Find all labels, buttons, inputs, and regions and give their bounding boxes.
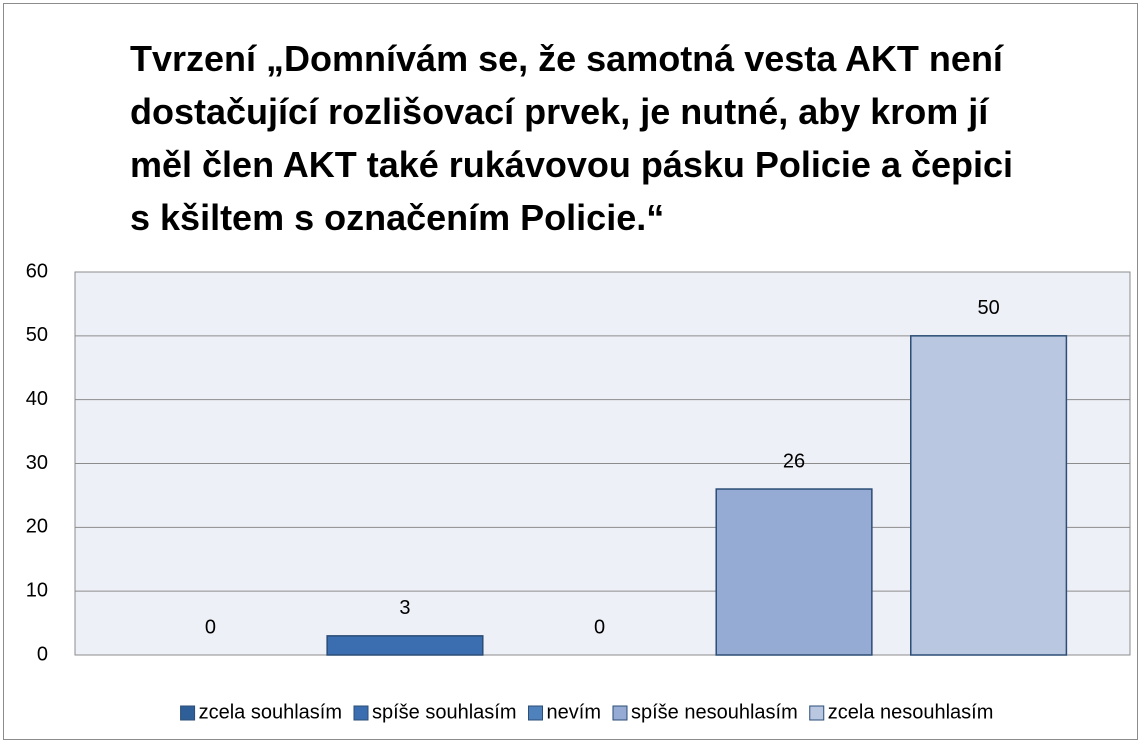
chart-frame	[3, 3, 1138, 740]
legend-label: zcela nesouhlasím	[828, 701, 994, 723]
y-tick-label: 10	[26, 579, 48, 601]
y-tick-label: 30	[26, 452, 48, 474]
y-tick-label: 50	[26, 324, 48, 346]
legend-swatch	[528, 705, 544, 721]
legend-swatch	[809, 705, 825, 721]
y-tick-label: 20	[26, 516, 48, 538]
value-label: 3	[399, 597, 410, 619]
legend-swatch	[353, 705, 369, 721]
value-label: 0	[205, 616, 216, 638]
bar	[326, 635, 484, 656]
value-label: 26	[783, 450, 805, 472]
legend-label: spíše nesouhlasím	[631, 701, 798, 723]
y-tick-label: 0	[37, 643, 48, 665]
legend-label: nevím	[547, 701, 601, 723]
legend-label: zcela souhlasím	[199, 701, 342, 723]
y-tick-label: 40	[26, 388, 48, 410]
legend-swatch	[180, 705, 196, 721]
y-tick-label: 60	[26, 260, 48, 282]
value-label: 0	[594, 616, 605, 638]
bar	[910, 335, 1068, 656]
bar	[715, 488, 873, 656]
chart-title: Tvrzení „Domnívám se, že samotná vesta A…	[130, 38, 1014, 238]
legend-swatch	[612, 705, 628, 721]
value-label: 50	[977, 297, 999, 319]
legend-label: spíše souhlasím	[372, 701, 517, 723]
